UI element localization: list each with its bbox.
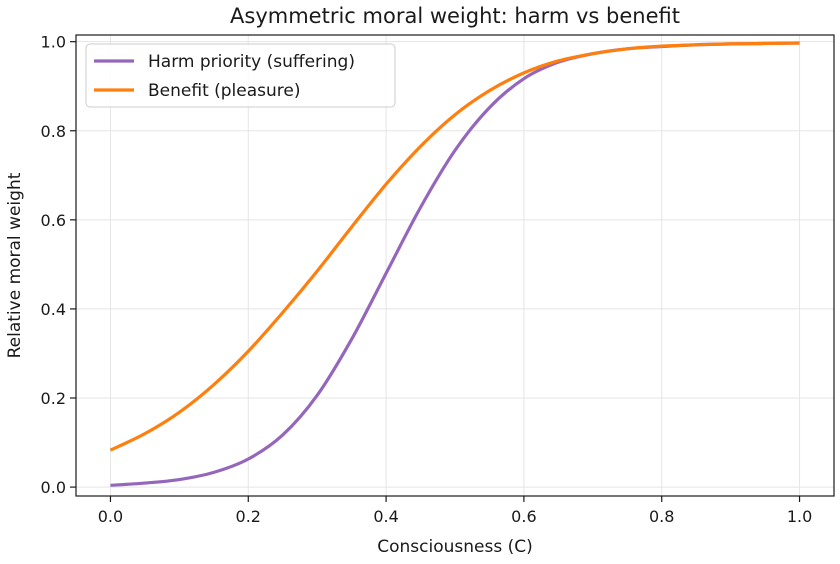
legend-label-1: Benefit (pleasure) — [148, 81, 301, 101]
series-layer — [109, 41, 800, 487]
y-tick-label: 1.0 — [41, 33, 66, 52]
y-tick-label: 0.8 — [41, 122, 66, 141]
x-tick-label: 0.0 — [98, 507, 123, 526]
legend-box — [85, 43, 396, 108]
x-tick-label: 0.6 — [511, 507, 536, 526]
x-tick-label: 1.0 — [787, 507, 812, 526]
x-tick-label: 0.8 — [649, 507, 674, 526]
y-axis-label: Relative moral weight — [5, 172, 25, 358]
x-tick-label: 0.4 — [373, 507, 398, 526]
legend-label-0: Harm priority (suffering) — [148, 52, 355, 72]
chart-title: Asymmetric moral weight: harm vs benefit — [230, 4, 680, 28]
x-axis-label: Consciousness (C) — [377, 537, 533, 557]
y-tick-label: 0.4 — [41, 300, 66, 319]
axis-ticks: 0.0 0.2 0.4 0.6 0.8 1.0 0.0 0.2 0.4 0.6 0.8 1.0 — [41, 33, 813, 526]
grid-lines — [76, 35, 834, 496]
legend: Harm priority (suffering) Benefit (pleasu… — [85, 43, 396, 108]
x-tick-label: 0.2 — [236, 507, 261, 526]
y-tick-label: 0.6 — [41, 211, 66, 230]
y-tick-label: 0.2 — [41, 389, 66, 408]
y-tick-label: 0.0 — [41, 478, 66, 497]
plot-frame — [75, 34, 835, 497]
series-line-1 — [109, 41, 800, 452]
